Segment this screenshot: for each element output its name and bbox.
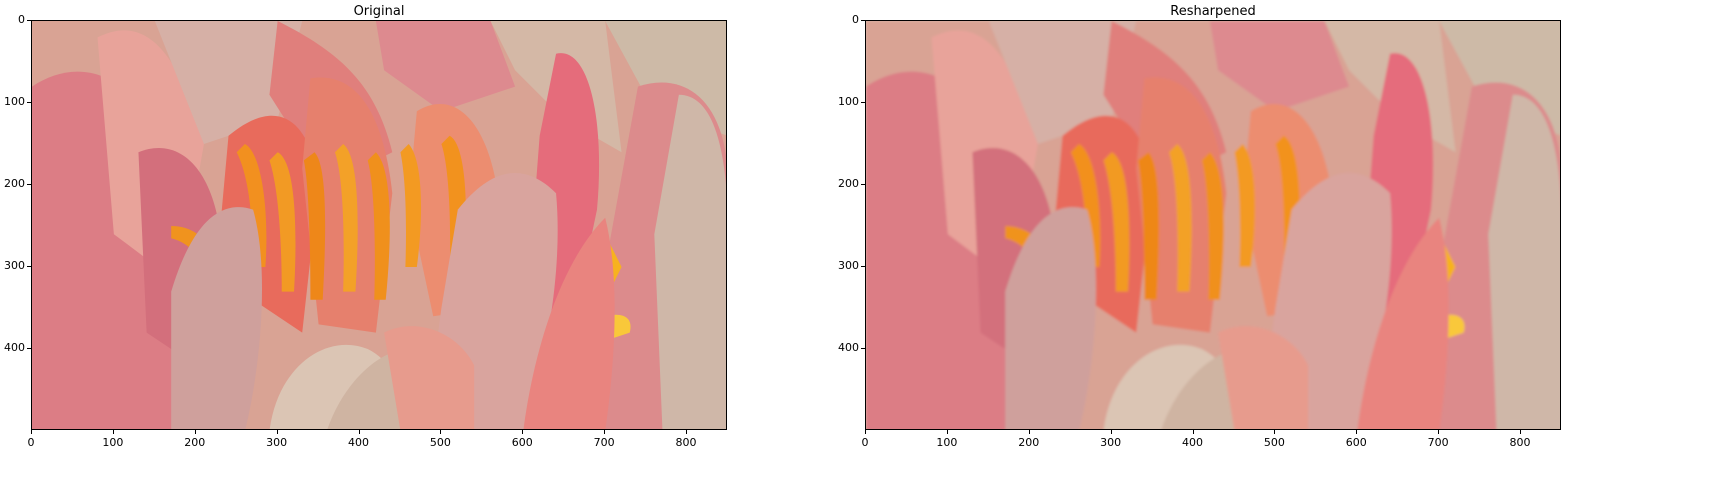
x-tick-mark	[865, 430, 866, 434]
x-tick-mark	[604, 430, 605, 434]
x-tick-mark	[359, 430, 360, 434]
panel-title: Resharpened	[1170, 4, 1256, 19]
y-tick-label: 400	[838, 341, 859, 354]
x-tick-label: 200	[184, 436, 205, 449]
x-tick-label: 700	[1428, 436, 1449, 449]
x-tick-label: 600	[1346, 436, 1367, 449]
x-tick-mark	[1274, 430, 1275, 434]
resharpened-image-axes	[865, 20, 1561, 430]
x-tick-label: 0	[862, 436, 869, 449]
y-tick-label: 300	[4, 259, 25, 272]
y-tick-mark	[861, 266, 865, 267]
x-tick-mark	[1111, 430, 1112, 434]
y-tick-label: 100	[4, 95, 25, 108]
x-tick-label: 400	[1182, 436, 1203, 449]
x-tick-mark	[1193, 430, 1194, 434]
original-image-axes	[31, 20, 727, 430]
y-tick-mark	[861, 20, 865, 21]
y-tick-mark	[861, 184, 865, 185]
y-tick-mark	[27, 184, 31, 185]
x-tick-label: 700	[594, 436, 615, 449]
flower-photo	[32, 21, 727, 430]
y-tick-label: 400	[4, 341, 25, 354]
x-tick-mark	[113, 430, 114, 434]
y-tick-label: 200	[838, 177, 859, 190]
x-tick-label: 200	[1018, 436, 1039, 449]
flower-image-content	[32, 21, 727, 430]
x-tick-label: 500	[430, 436, 451, 449]
y-tick-mark	[27, 266, 31, 267]
y-tick-mark	[27, 102, 31, 103]
y-tick-mark	[27, 20, 31, 21]
x-tick-label: 800	[676, 436, 697, 449]
x-tick-label: 400	[348, 436, 369, 449]
original-panel: Original 0 100 200 300 400 0 100 200 300 400 500 6…	[0, 0, 857, 494]
x-tick-mark	[440, 430, 441, 434]
x-tick-mark	[1438, 430, 1439, 434]
y-tick-label: 0	[852, 13, 859, 26]
x-tick-mark	[522, 430, 523, 434]
y-tick-label: 0	[18, 13, 25, 26]
y-tick-label: 300	[838, 259, 859, 272]
x-tick-mark	[277, 430, 278, 434]
resharpened-panel: Resharpened 0 100 200 300 400 0 100 200 300 400 5…	[857, 0, 1714, 494]
x-tick-label: 100	[936, 436, 957, 449]
x-tick-mark	[1356, 430, 1357, 434]
y-tick-label: 200	[4, 177, 25, 190]
x-tick-mark	[1520, 430, 1521, 434]
x-tick-label: 0	[28, 436, 35, 449]
x-tick-label: 500	[1264, 436, 1285, 449]
x-tick-mark	[1029, 430, 1030, 434]
x-tick-label: 600	[512, 436, 533, 449]
x-tick-label: 300	[266, 436, 287, 449]
x-tick-label: 800	[1510, 436, 1531, 449]
panel-title: Original	[354, 4, 405, 19]
x-tick-label: 300	[1100, 436, 1121, 449]
flower-image-content	[866, 21, 1561, 430]
y-tick-mark	[861, 348, 865, 349]
y-tick-mark	[27, 348, 31, 349]
x-tick-mark	[686, 430, 687, 434]
x-tick-mark	[31, 430, 32, 434]
y-tick-mark	[861, 102, 865, 103]
flower-photo	[866, 21, 1561, 430]
y-tick-label: 100	[838, 95, 859, 108]
x-tick-mark	[195, 430, 196, 434]
x-tick-mark	[947, 430, 948, 434]
x-tick-label: 100	[102, 436, 123, 449]
